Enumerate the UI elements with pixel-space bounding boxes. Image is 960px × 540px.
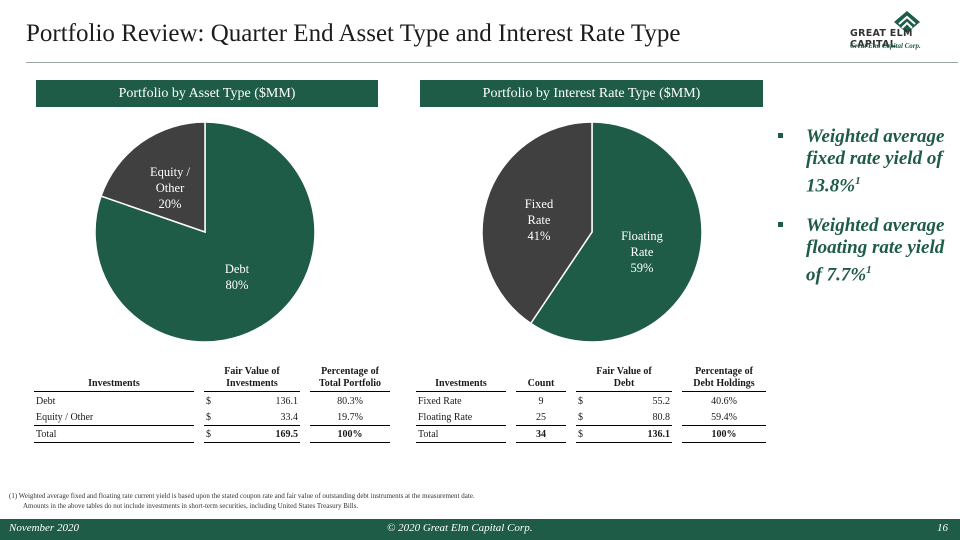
table-row-total: Total 34 $ 136.1 100% — [416, 425, 766, 443]
col-header-fair-value: Fair Value of Debt — [576, 366, 672, 392]
table-row-total: Total $ 169.5 100% — [34, 425, 390, 443]
col-header-investments: Investments — [34, 366, 194, 392]
pie-label-pct: 80% — [225, 278, 249, 292]
col-header-count: Count — [516, 366, 566, 392]
pie-label-line2: Rate — [630, 245, 654, 259]
footnote-line-2: Amounts in the above tables do not inclu… — [23, 501, 359, 510]
pie-label-line1: Equity / — [150, 165, 190, 179]
bullet-square-icon — [778, 133, 783, 138]
footer-bar: November 2020 © 2020 Great Elm Capital C… — [0, 519, 960, 540]
pie-slice-equity-other — [100, 121, 206, 234]
bullet-square-icon — [778, 222, 783, 228]
rate-type-pie-chart — [481, 121, 703, 343]
bullet-text: Weighted average fixed rate yield of 13.… — [806, 126, 945, 197]
pie-label-equity-other: Equity / Other 20% — [140, 164, 200, 212]
bullet-text: Weighted average floating rate yield of … — [806, 215, 945, 286]
rate-type-table: Investments Count Fair Value of Debt Per… — [416, 366, 766, 443]
bullet-floating-yield: Weighted average floating rate yield of … — [778, 215, 953, 286]
pie-label-pct: 20% — [158, 197, 182, 211]
pie-slice-floating-rate — [529, 121, 703, 343]
table-row: Floating Rate 25 $ 80.8 59.4% — [416, 408, 766, 426]
pie-label-floating-rate: Floating Rate 59% — [612, 228, 672, 276]
elm-tree-logo-icon — [894, 11, 920, 32]
pie-label-line2: Other — [155, 181, 185, 195]
pie-label-fixed-rate: Fixed Rate 41% — [509, 196, 569, 244]
pie-label-line1: Debt — [224, 262, 250, 276]
asset-type-table: Investments Fair Value of Investments Pe… — [34, 366, 390, 443]
logo-text: GREAT ELM CAPITAL — [850, 28, 913, 50]
footnote-line-1: (1) Weighted average fixed and floating … — [9, 492, 475, 500]
footer-page-number: 16 — [937, 522, 948, 534]
table-row: Debt $ 136.1 80.3% — [36, 395, 363, 407]
table-row: Fixed Rate 9 $ 55.2 40.6% — [418, 395, 737, 407]
asset-type-pie-chart — [94, 121, 316, 343]
col-header-investments: Investments — [416, 366, 506, 392]
pie-label-line2: Rate — [527, 213, 551, 227]
title-divider — [26, 62, 958, 63]
pie-label-pct: 41% — [527, 229, 551, 243]
footer-copyright: © 2020 Great Elm Capital Corp. — [387, 522, 533, 534]
col-header-fair-value: Fair Value of Investments — [204, 366, 300, 392]
bullet-fixed-yield: Weighted average fixed rate yield of 13.… — [778, 126, 953, 197]
logo-subtext: Great Elm Capital Corp. — [850, 42, 921, 50]
pie-label-debt: Debt 80% — [207, 261, 267, 293]
footnote-ref: 1 — [866, 264, 872, 277]
col-header-percentage: Percentage of Debt Holdings — [682, 366, 766, 392]
rate-type-section-header: Portfolio by Interest Rate Type ($MM) — [420, 80, 763, 107]
footer-date: November 2020 — [9, 522, 79, 534]
table-row: Equity / Other $ 33.4 19.7% — [34, 408, 390, 426]
footnote-ref: 1 — [855, 175, 861, 187]
asset-type-section-header: Portfolio by Asset Type ($MM) — [36, 80, 378, 107]
pie-label-line1: Fixed — [524, 197, 554, 211]
pie-slice-fixed-rate — [481, 121, 593, 325]
col-header-percentage: Percentage of Total Portfolio — [310, 366, 390, 392]
page-title: Portfolio Review: Quarter End Asset Type… — [26, 20, 681, 47]
pie-label-pct: 59% — [630, 261, 654, 275]
footnote: (1) Weighted average fixed and floating … — [9, 492, 475, 511]
yield-bullets: Weighted average fixed rate yield of 13.… — [778, 126, 953, 305]
pie-label-line1: Floating — [621, 229, 663, 243]
